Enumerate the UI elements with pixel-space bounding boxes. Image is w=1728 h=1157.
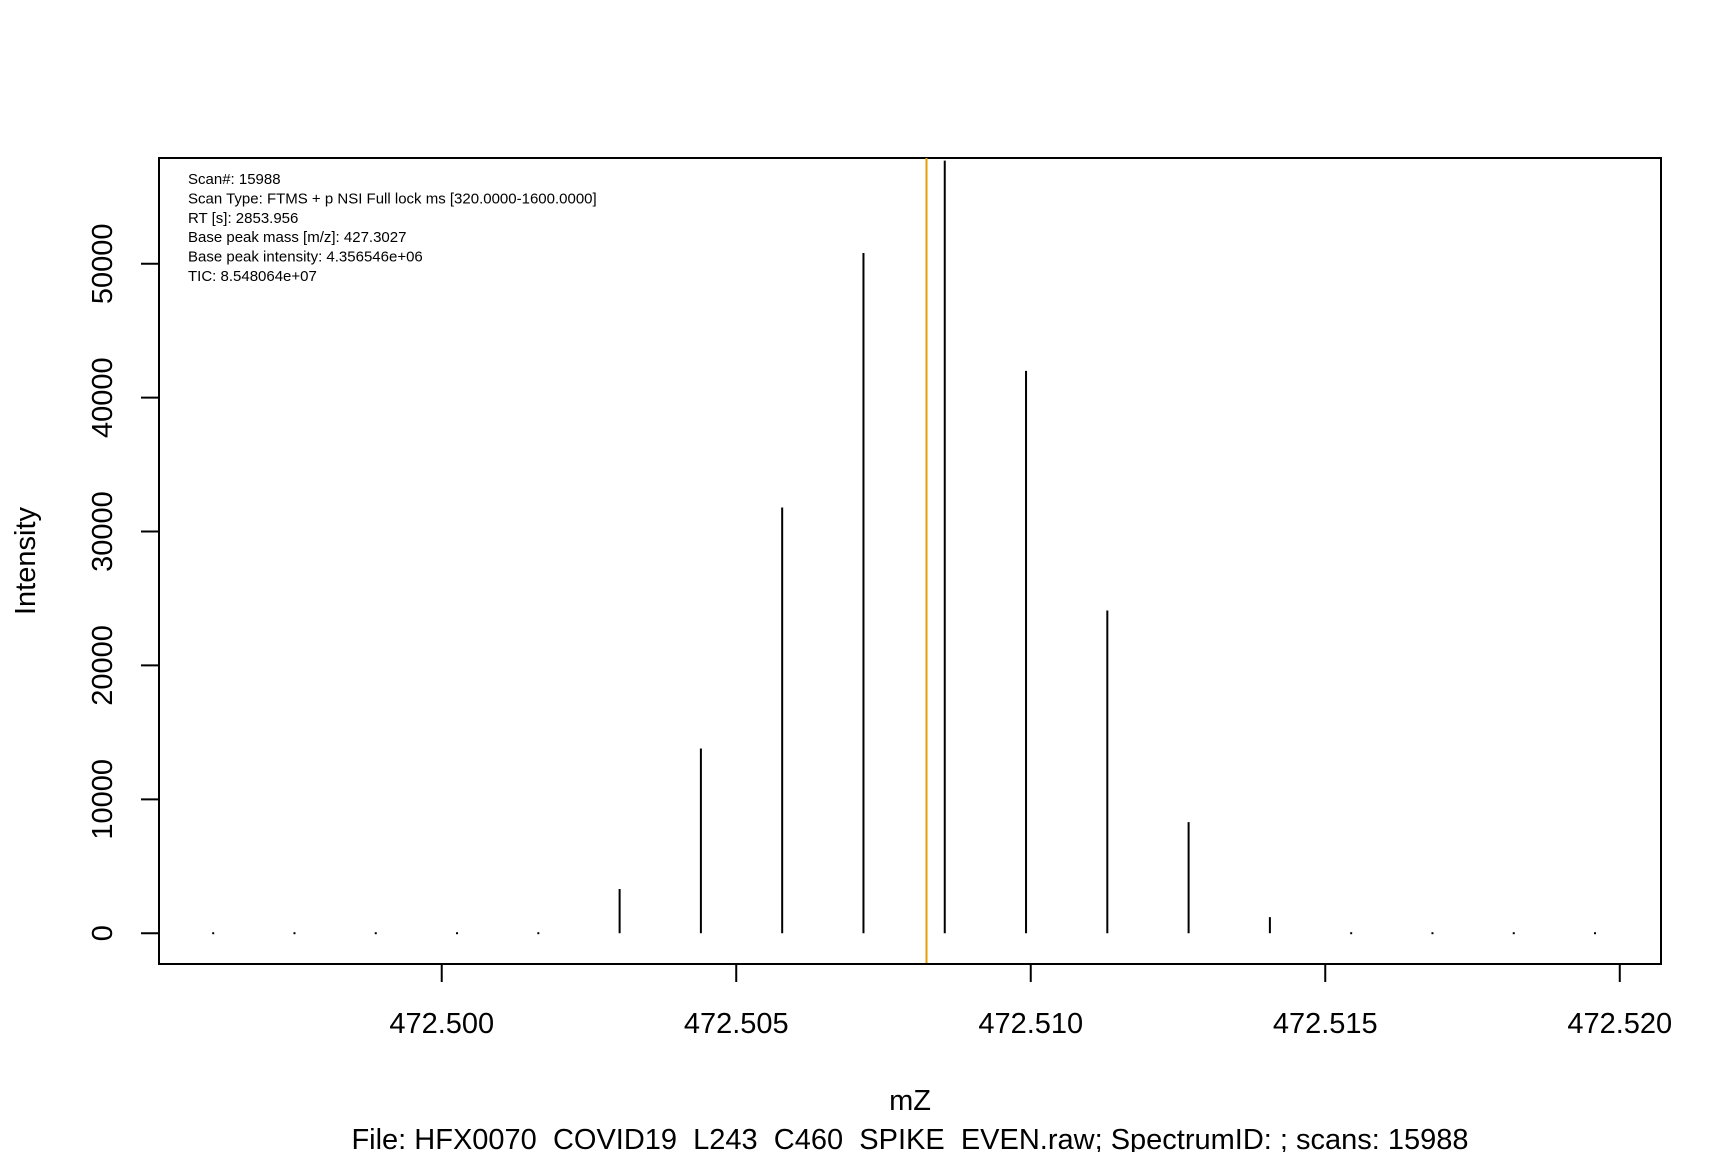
- x-tick-label: 472.500: [389, 1008, 494, 1040]
- x-axis-label: mZ: [889, 1085, 931, 1117]
- peak-zero-point: [1431, 932, 1434, 935]
- file-caption: File: HFX0070_COVID19_L243_C460_SPIKE_EV…: [351, 1124, 1468, 1152]
- scan-info-line: Base peak mass [m/z]: 427.3027: [188, 229, 406, 246]
- peak-zero-point: [537, 932, 540, 935]
- scan-info-line: RT [s]: 2853.956: [188, 210, 298, 227]
- scan-info-line: Scan#: 15988: [188, 171, 281, 188]
- y-tick-label: 10000: [87, 759, 119, 840]
- x-tick-label: 472.505: [684, 1008, 789, 1040]
- y-tick-label: 20000: [87, 625, 119, 706]
- peak-zero-point: [456, 932, 459, 935]
- peak-zero-point: [1350, 932, 1353, 935]
- peak-zero-point: [293, 932, 296, 935]
- y-tick-label: 30000: [87, 491, 119, 572]
- x-tick-label: 472.510: [978, 1008, 1083, 1040]
- y-tick-label: 40000: [87, 357, 119, 438]
- scan-info-line: TIC: 8.548064e+07: [188, 268, 317, 285]
- y-axis: 0 10000 20000 30000 40000 50000: [87, 223, 160, 941]
- x-tick-label: 472.515: [1273, 1008, 1378, 1040]
- plot-frame: [158, 157, 1662, 965]
- scan-info: Scan#: 15988 Scan Type: FTMS + p NSI Full…: [188, 171, 597, 285]
- peak-zero-point: [1594, 932, 1597, 935]
- y-tick-label: 50000: [87, 223, 119, 304]
- scan-info-line: Base peak intensity: 4.356546e+06: [188, 249, 423, 266]
- peaks: [212, 160, 1597, 935]
- x-tick-label: 472.520: [1567, 1008, 1672, 1040]
- peak-zero-point: [212, 932, 215, 935]
- scan-info-line: Scan Type: FTMS + p NSI Full lock ms [32…: [188, 190, 597, 207]
- peak-zero-point: [1512, 932, 1515, 935]
- x-axis: 472.500 472.505 472.510 472.515 472.520: [389, 963, 1672, 1040]
- y-tick-label: 0: [87, 925, 119, 941]
- y-axis-label: Intensity: [10, 507, 42, 615]
- peak-zero-point: [374, 932, 377, 935]
